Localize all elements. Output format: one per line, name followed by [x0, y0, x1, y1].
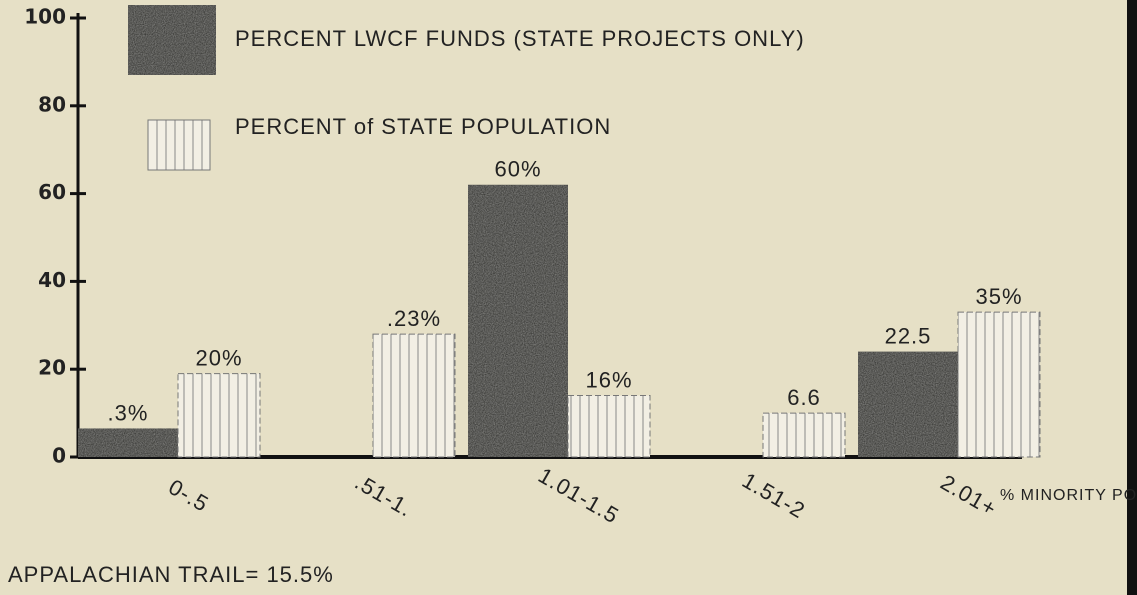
bar-label: 16%	[585, 367, 632, 392]
bar-label: 6.6	[787, 385, 821, 410]
legend-swatch	[128, 5, 216, 75]
bar	[762, 412, 846, 458]
y-tick-label: 20	[38, 356, 66, 380]
y-tick-label: 80	[38, 92, 66, 116]
x-tick-label: 1.51-2	[738, 468, 810, 524]
legend-label: PERCENT of STATE POPULATION	[235, 114, 611, 139]
bar-texture	[78, 428, 178, 457]
y-tick-label: 40	[38, 268, 66, 292]
note: APPALACHIAN TRAIL= 15.5%	[8, 562, 334, 587]
legend-label: PERCENT LWCF FUNDS (STATE PROJECTS ONLY)	[235, 26, 805, 51]
bar-label: 60%	[494, 157, 541, 182]
y-tick-label: 100	[24, 5, 66, 29]
bar	[177, 373, 261, 458]
y-tick-label: 60	[38, 180, 66, 204]
border	[1127, 0, 1137, 595]
x-tick-label: .51-1.	[351, 469, 417, 522]
x-tick-label: 0-.5	[164, 474, 213, 517]
bar-label: 22.5	[885, 323, 932, 348]
bar-label: .3%	[108, 400, 149, 425]
legend-swatch	[147, 119, 211, 171]
x-tick-label: 2.01+	[936, 470, 1001, 522]
bar	[957, 311, 1041, 458]
bar-texture	[468, 184, 568, 457]
bar-label: .23%	[387, 306, 441, 331]
bar-label: 20%	[195, 345, 242, 370]
bar-label: 35%	[975, 284, 1022, 309]
y-tick-label: 0	[52, 444, 66, 468]
bar	[567, 395, 651, 458]
bar-texture	[858, 351, 958, 457]
bar	[372, 333, 456, 458]
x-tick-label: 1.01-1.5	[534, 463, 623, 529]
x-axis-label: % MINORITY POPULATION	[1000, 487, 1137, 504]
